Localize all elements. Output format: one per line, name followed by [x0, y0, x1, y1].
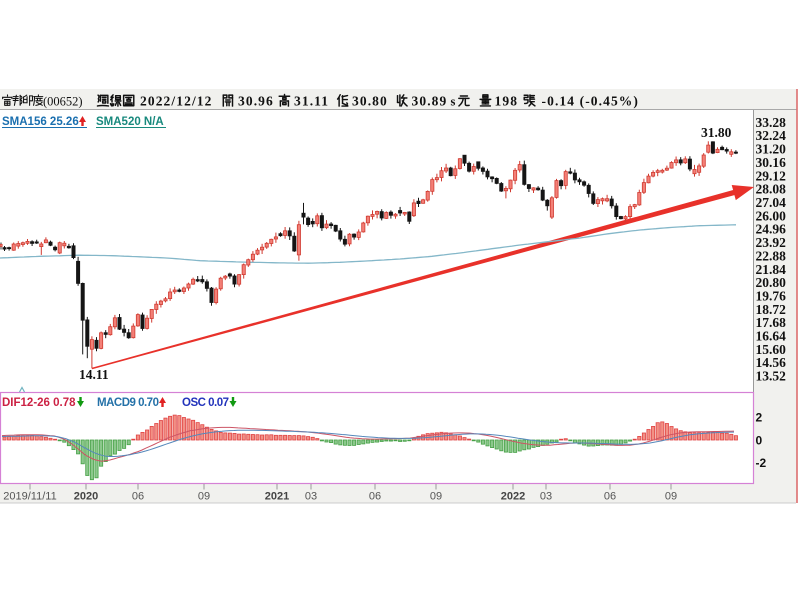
svg-text:31.11: 31.11: [294, 94, 329, 109]
svg-text:198: 198: [495, 94, 519, 109]
svg-text:18.72: 18.72: [756, 302, 787, 317]
svg-text:20.80: 20.80: [756, 275, 787, 290]
svg-text:30.89: 30.89: [412, 94, 448, 109]
svg-text:26.00: 26.00: [756, 208, 787, 223]
svg-text:2: 2: [756, 410, 763, 424]
svg-text:16.64: 16.64: [756, 329, 787, 344]
svg-text:SMA520 N/A: SMA520 N/A: [96, 116, 164, 128]
svg-text:0: 0: [756, 433, 763, 447]
svg-text:03: 03: [305, 491, 317, 503]
svg-text:2021: 2021: [265, 491, 289, 503]
svg-text:06: 06: [604, 491, 616, 503]
svg-text:24.96: 24.96: [756, 222, 787, 237]
svg-text:30.96: 30.96: [238, 94, 274, 109]
svg-text:03: 03: [540, 491, 552, 503]
svg-text:2022/12/12: 2022/12/12: [140, 94, 213, 109]
svg-text:06: 06: [132, 491, 144, 503]
svg-text:21.84: 21.84: [756, 262, 787, 277]
svg-text:DIF12-26 0.78: DIF12-26 0.78: [2, 397, 76, 409]
svg-text:-2: -2: [756, 456, 767, 470]
svg-text:14.11: 14.11: [79, 367, 109, 382]
svg-text:-0.14 (-0.45%): -0.14 (-0.45%): [542, 94, 640, 109]
svg-text:14.56: 14.56: [756, 355, 787, 370]
svg-text:09: 09: [198, 491, 210, 503]
svg-text:SMA156 25.26: SMA156 25.26: [2, 116, 79, 128]
svg-text:33.28: 33.28: [756, 115, 787, 130]
svg-text:15.60: 15.60: [756, 342, 787, 357]
svg-text:23.92: 23.92: [756, 235, 787, 250]
svg-text:OSC 0.07: OSC 0.07: [182, 397, 229, 409]
svg-text:09: 09: [665, 491, 677, 503]
svg-text:22.88: 22.88: [756, 248, 787, 263]
svg-text:19.76: 19.76: [756, 288, 787, 303]
svg-text:17.68: 17.68: [756, 315, 787, 330]
svg-text:2020: 2020: [74, 491, 98, 503]
svg-text:06: 06: [369, 491, 381, 503]
svg-text:(00652): (00652): [43, 95, 83, 109]
svg-text:s: s: [451, 95, 457, 109]
svg-text:31.80: 31.80: [701, 125, 732, 140]
svg-text:30.16: 30.16: [756, 155, 787, 170]
svg-text:27.04: 27.04: [756, 195, 787, 210]
svg-text:09: 09: [430, 491, 442, 503]
svg-text:32.24: 32.24: [756, 128, 787, 143]
svg-text:13.52: 13.52: [756, 369, 787, 384]
svg-text:2022: 2022: [501, 491, 525, 503]
svg-text:31.20: 31.20: [756, 142, 787, 157]
svg-text:28.08: 28.08: [756, 182, 787, 197]
svg-text:MACD9 0.70: MACD9 0.70: [97, 397, 159, 409]
svg-text:2019/11/11: 2019/11/11: [3, 491, 56, 503]
svg-text:29.12: 29.12: [756, 168, 787, 183]
svg-text:30.80: 30.80: [352, 94, 388, 109]
